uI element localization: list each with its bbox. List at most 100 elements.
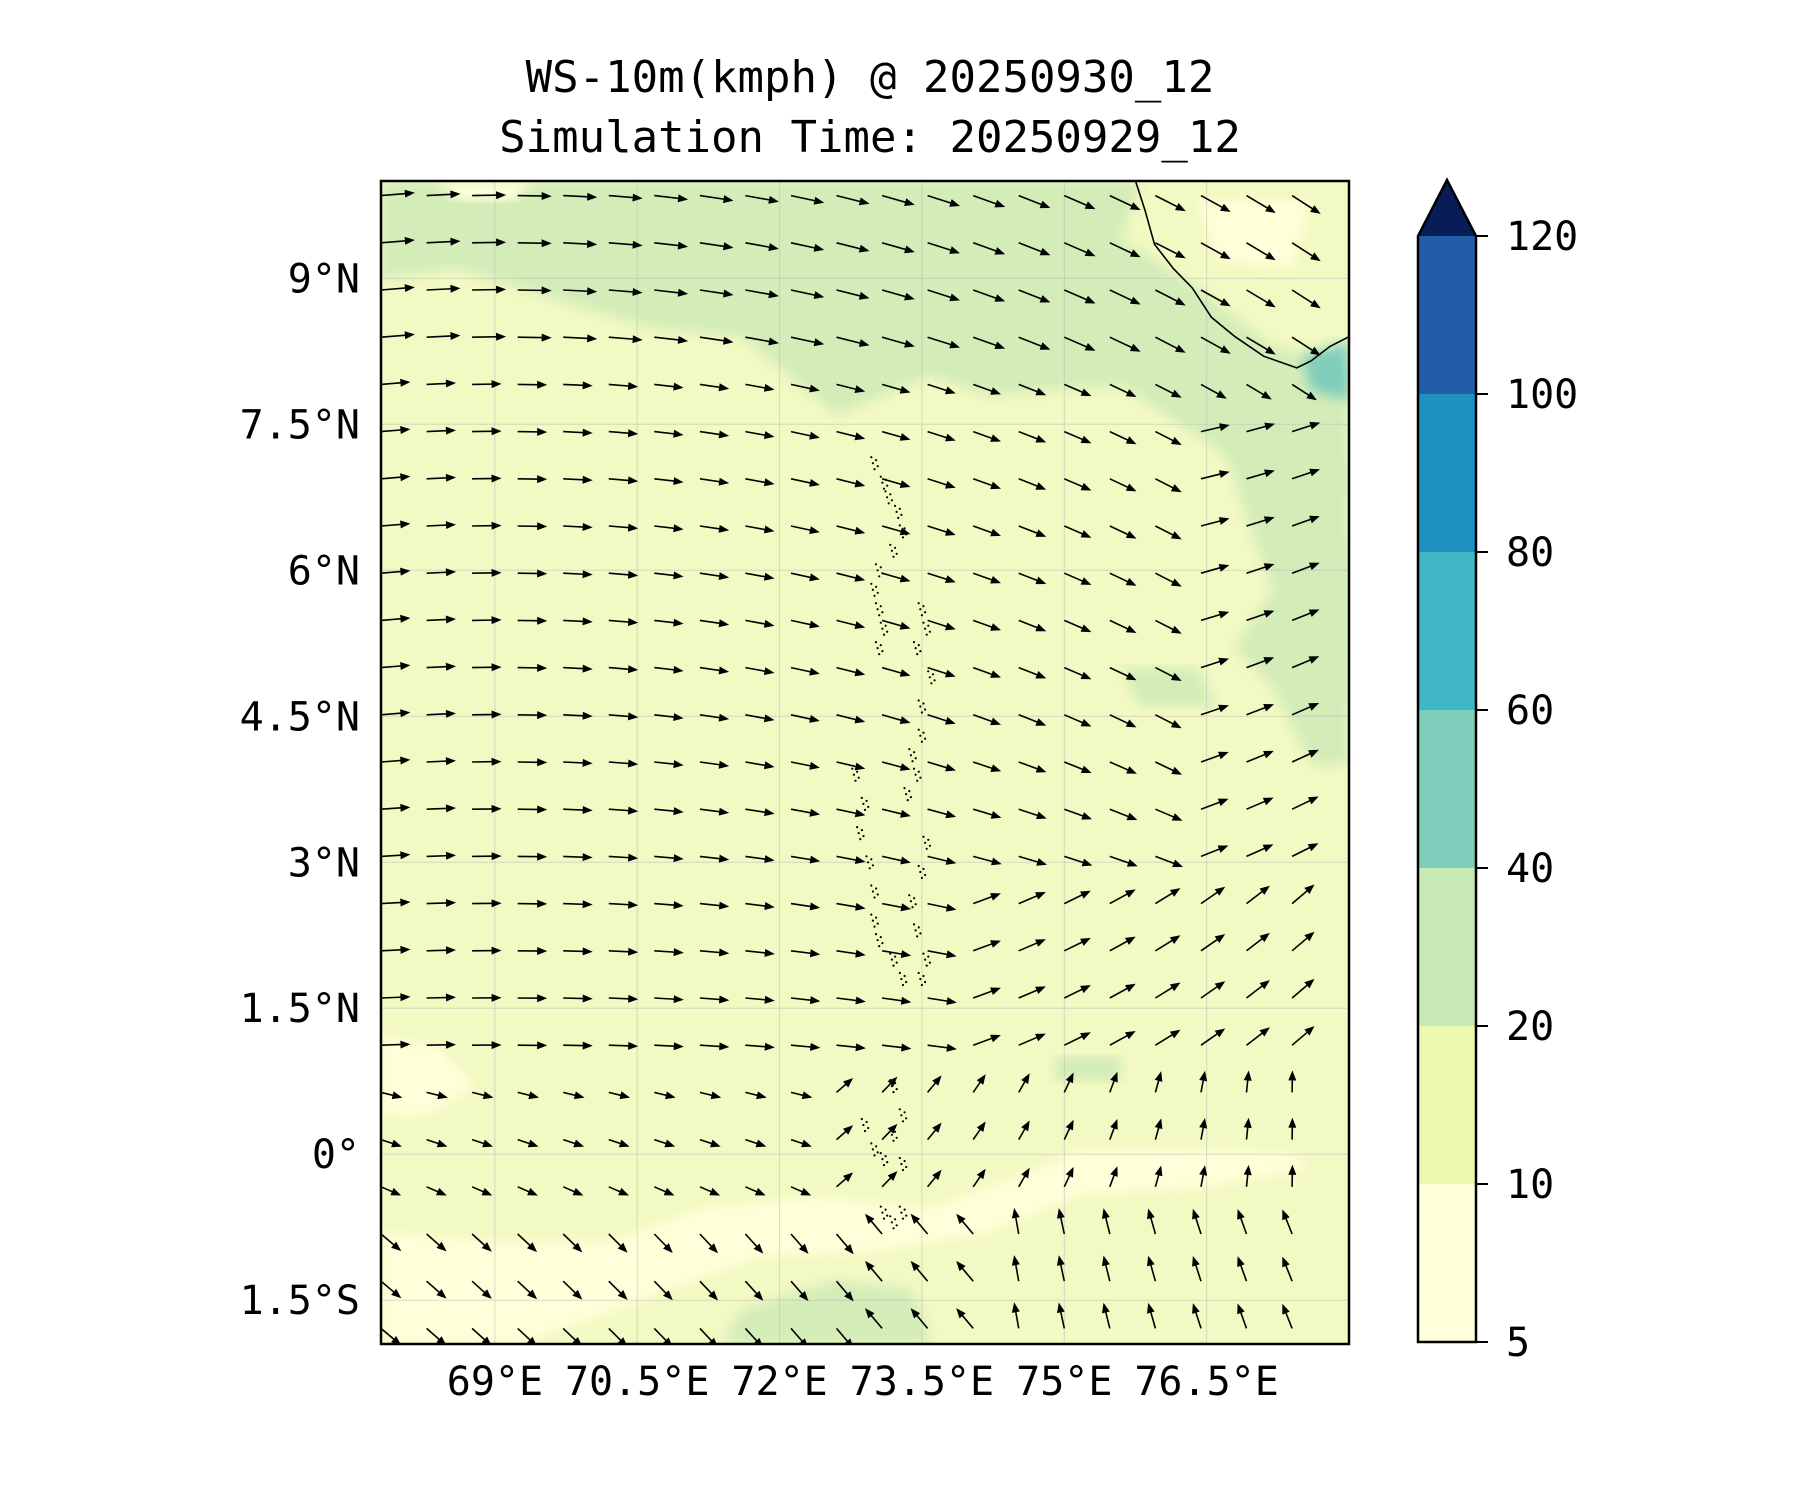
- island-dot: [867, 1126, 870, 1130]
- wind-arrow-head: [445, 426, 456, 435]
- island-dot: [922, 974, 925, 978]
- island-dot: [862, 835, 865, 838]
- island-dot: [870, 884, 873, 887]
- wind-arrow-head: [391, 1241, 402, 1252]
- wind-arrow-head: [1308, 609, 1320, 617]
- wind-arrow-head: [1154, 1118, 1163, 1130]
- wind-arrow-head: [445, 379, 456, 388]
- wind-arrow-head: [844, 1338, 853, 1344]
- island-dot: [881, 1211, 884, 1214]
- map-title: WS-10m(kmph) @ 20250930_12: [525, 52, 1215, 103]
- island-dot: [879, 1152, 882, 1155]
- wind-arrow-head: [990, 481, 1001, 490]
- wind-arrow-head: [956, 1260, 966, 1272]
- island-dot: [898, 1156, 901, 1160]
- island-dot: [876, 465, 879, 468]
- wind-arrow-head: [673, 524, 684, 533]
- island-dot: [876, 893, 879, 896]
- wind-arrow-head: [400, 473, 411, 482]
- island-dot: [919, 977, 922, 981]
- wind-arrow-head: [1080, 890, 1091, 899]
- wind-arrow-head: [1039, 200, 1051, 209]
- wind-arrow-head: [673, 618, 684, 627]
- wind-arrow-head: [400, 567, 411, 576]
- wind-arrow-head: [1169, 935, 1181, 944]
- island-dot: [892, 1091, 895, 1094]
- wind-arrow-head: [1309, 515, 1320, 524]
- wind-arrow-head: [1218, 657, 1229, 666]
- lon-tick-label: 70.5°E: [565, 1359, 710, 1405]
- island-dot: [879, 621, 882, 624]
- wind-arrow-head: [1237, 1256, 1245, 1267]
- island-dot: [913, 897, 916, 900]
- wind-arrow-head: [445, 851, 456, 860]
- wind-arrow-head: [400, 993, 411, 1002]
- wind-arrow-head: [617, 1242, 628, 1253]
- colorbar: [1416, 177, 1478, 1344]
- wind-arrow-head: [753, 1337, 762, 1344]
- wind-arrow-head: [496, 285, 507, 294]
- island-dot: [889, 493, 892, 496]
- island-dot: [922, 702, 925, 705]
- wind-arrow-head: [809, 479, 820, 487]
- island-dot: [892, 555, 895, 558]
- wind-arrow-head: [582, 1041, 593, 1050]
- wind-arrow-head: [1021, 1167, 1030, 1179]
- wind-arrow-head: [813, 291, 825, 299]
- island-dot: [912, 923, 916, 926]
- wind-arrow-head: [491, 380, 502, 389]
- wind-arrow-head: [1192, 1208, 1200, 1220]
- wind-arrow-head: [582, 853, 593, 862]
- contour-patch: [722, 1280, 932, 1344]
- wind-arrow-head: [1080, 482, 1092, 491]
- wind-arrow-head: [445, 899, 456, 907]
- wind-arrow-head: [991, 857, 1002, 866]
- island-dot: [917, 770, 920, 773]
- island-dot: [886, 630, 889, 633]
- wind-arrow-head: [1263, 750, 1274, 759]
- wind-arrow-head: [855, 996, 866, 1005]
- wind-arrow-head: [1220, 203, 1231, 212]
- island-dot: [917, 926, 920, 929]
- wind-arrow-head: [809, 384, 820, 393]
- wind-arrow-head: [899, 433, 911, 441]
- wind-arrow-head: [1147, 1255, 1155, 1267]
- island-dot: [892, 1139, 895, 1142]
- wind-arrow-head: [527, 1242, 538, 1253]
- wind-arrow-head: [491, 474, 502, 483]
- island-dot: [924, 737, 927, 740]
- wind-arrow-head: [1308, 656, 1320, 664]
- wind-arrow-head: [1080, 765, 1092, 773]
- wind-arrow-head: [537, 1041, 548, 1050]
- wind-arrow-head: [400, 1040, 411, 1049]
- island-dot: [881, 481, 884, 484]
- wind-arrow-head: [1308, 749, 1319, 758]
- wind-arrow-head: [798, 1338, 807, 1344]
- wind-arrow-head: [404, 236, 415, 245]
- wind-arrow-head: [1057, 1208, 1065, 1219]
- wind-arrow-head: [990, 764, 1002, 772]
- island-dot: [878, 945, 881, 948]
- island-dot: [917, 971, 920, 975]
- island-dot: [895, 552, 898, 555]
- wind-arrow-head: [627, 806, 639, 815]
- wind-arrow-head: [587, 192, 598, 201]
- island-dot: [901, 536, 905, 539]
- island-dot: [901, 1168, 905, 1172]
- wind-arrow-head: [437, 1091, 448, 1100]
- wind-arrow-head: [491, 804, 502, 813]
- contour-patch: [381, 181, 1349, 707]
- island-dot: [862, 802, 865, 806]
- island-dot: [878, 653, 881, 656]
- island-dot: [901, 983, 905, 987]
- island-dot: [865, 799, 868, 803]
- wind-arrow-head: [1217, 798, 1229, 807]
- wind-arrow-head: [809, 761, 820, 770]
- lat-tick-label: 3°N: [288, 840, 360, 886]
- lon-tick-label: 76.5°E: [1134, 1359, 1279, 1405]
- island-dot: [898, 1108, 901, 1111]
- island-dot: [903, 1208, 906, 1211]
- wind-arrow-head: [491, 568, 502, 577]
- island-dot: [889, 1215, 892, 1218]
- island-dot: [898, 507, 901, 510]
